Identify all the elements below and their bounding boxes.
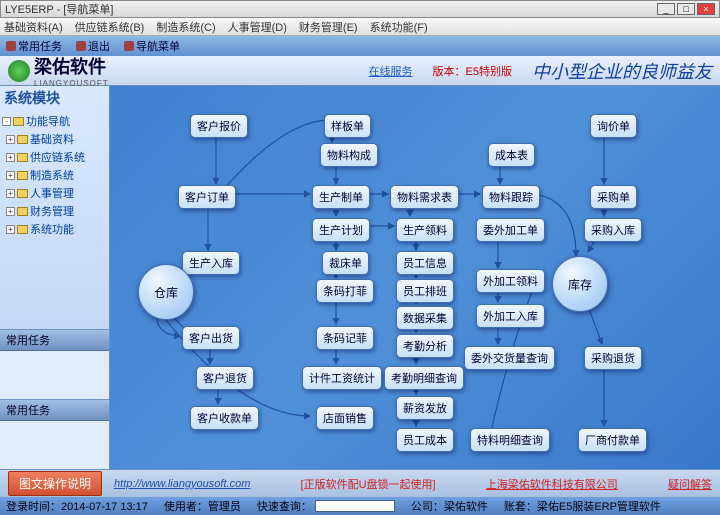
flow-node[interactable]: 店面销售: [316, 406, 374, 430]
flow-node[interactable]: 条码打菲: [316, 279, 374, 303]
flow-node[interactable]: 客户报价: [190, 114, 248, 138]
flow-node[interactable]: 物料构成: [320, 143, 378, 167]
flow-node[interactable]: 厂商付款单: [578, 428, 647, 452]
flowchart-canvas: 客户报价客户订单生产入库客户出货客户退货客户收款单 样板单物料构成生产制单生产计划…: [110, 86, 720, 469]
panel-header[interactable]: 常用任务: [0, 330, 109, 351]
faq-link[interactable]: 疑问解答: [668, 476, 712, 492]
flow-node[interactable]: 委外加工单: [476, 218, 545, 242]
flow-node[interactable]: 数据采集: [396, 306, 454, 330]
menu-item[interactable]: 制造系统(C): [156, 19, 215, 35]
flow-node[interactable]: 计件工资统计: [302, 366, 382, 390]
flow-node[interactable]: 外加工领料: [476, 269, 545, 293]
nav-tree: -功能导航+基础资料+供应链系统+制造系统+人事管理+财务管理+系统功能: [0, 110, 109, 329]
tree-node[interactable]: +财务管理: [2, 202, 107, 220]
flow-node[interactable]: 客户出货: [182, 326, 240, 350]
header-bar: 梁佑软件 LIANGYOUSOFT 在线服务 版本：E5特别版 中小型企业的良师…: [0, 56, 720, 86]
flow-node[interactable]: 客户退货: [196, 366, 254, 390]
flow-node[interactable]: 生产领料: [396, 218, 454, 242]
close-button[interactable]: ×: [697, 3, 715, 15]
flow-node[interactable]: 生产制单: [312, 185, 370, 209]
flow-node[interactable]: 客户收款单: [190, 406, 259, 430]
window-buttons: _ □ ×: [657, 3, 715, 15]
help-button[interactable]: 图文操作说明: [8, 471, 102, 496]
license-notice: [正版软件配U盘锁一起使用]: [301, 476, 436, 492]
minimize-button[interactable]: _: [657, 3, 675, 15]
online-service-link[interactable]: 在线服务: [369, 63, 413, 79]
flow-circle[interactable]: 仓库: [138, 264, 194, 320]
brand-name: 梁佑软件: [34, 53, 109, 79]
flow-node[interactable]: 物料跟踪: [482, 185, 540, 209]
menu-item[interactable]: 财务管理(E): [299, 19, 358, 35]
flow-node[interactable]: 物料需求表: [390, 185, 459, 209]
tree-node[interactable]: -功能导航: [2, 112, 107, 130]
flow-node[interactable]: 客户订单: [178, 185, 236, 209]
toolbar-item[interactable]: 退出: [76, 38, 110, 54]
account-set: 梁佑E5服装ERP管理软件: [537, 501, 661, 513]
tree-node[interactable]: +供应链系统: [2, 148, 107, 166]
flow-node[interactable]: 员工成本: [396, 428, 454, 452]
footer: 图文操作说明 http://www.liangyousoft.com [正版软件…: [0, 469, 720, 515]
tree-node[interactable]: +基础资料: [2, 130, 107, 148]
sidebar: 系统模块 -功能导航+基础资料+供应链系统+制造系统+人事管理+财务管理+系统功…: [0, 86, 110, 469]
company-link[interactable]: 上海梁佑软件科技有限公司: [486, 476, 618, 492]
quick-search-input[interactable]: [315, 500, 395, 512]
side-panel-1: 常用任务: [0, 329, 109, 399]
maximize-button[interactable]: □: [677, 3, 695, 15]
version-label: 版本：E5特别版: [433, 63, 512, 79]
menubar: 基础资料(A) 供应链系统(B) 制造系统(C) 人事管理(D) 财务管理(E) 系统功能…: [0, 18, 720, 36]
flow-node[interactable]: 样板单: [324, 114, 371, 138]
flow-node[interactable]: 特料明细查询: [470, 428, 550, 452]
flow-node[interactable]: 外加工入库: [476, 304, 545, 328]
logo-icon: [8, 60, 30, 82]
toolbar-item[interactable]: 导航菜单: [124, 38, 180, 54]
login-time: 2014-07-17 13:17: [61, 501, 148, 513]
flow-node[interactable]: 成本表: [488, 143, 535, 167]
flow-node[interactable]: 条码记菲: [316, 326, 374, 350]
menu-item[interactable]: 供应链系统(B): [75, 19, 145, 35]
flow-node[interactable]: 员工信息: [396, 251, 454, 275]
flow-circle[interactable]: 库存: [552, 256, 608, 312]
tree-node[interactable]: +系统功能: [2, 220, 107, 238]
panel-header[interactable]: 常用任务: [0, 400, 109, 421]
flow-node[interactable]: 委外交货量查询: [464, 346, 555, 370]
status-bar: 登录时间：2014-07-17 13:17 使用者：管理员 快速查询： 公司：梁…: [0, 497, 720, 515]
flow-node[interactable]: 询价单: [590, 114, 637, 138]
company-name: 梁佑软件: [444, 501, 488, 513]
tree-node[interactable]: +人事管理: [2, 184, 107, 202]
flow-node[interactable]: 考勤分析: [396, 334, 454, 358]
flow-node[interactable]: 员工排班: [396, 279, 454, 303]
window-title: LYE5ERP - [导航菜单]: [5, 1, 113, 17]
flow-node[interactable]: 裁床单: [322, 251, 369, 275]
slogan: 中小型企业的良师益友: [532, 58, 712, 84]
flow-node[interactable]: 采购退货: [584, 346, 642, 370]
body: 系统模块 -功能导航+基础资料+供应链系统+制造系统+人事管理+财务管理+系统功…: [0, 86, 720, 469]
menu-item[interactable]: 基础资料(A): [4, 19, 63, 35]
side-panel-2: 常用任务: [0, 399, 109, 469]
toolbar-item[interactable]: 常用任务: [6, 38, 62, 54]
sidebar-title: 系统模块: [0, 86, 109, 110]
flow-node[interactable]: 采购入库: [584, 218, 642, 242]
website-link[interactable]: http://www.liangyousoft.com: [114, 478, 250, 490]
tree-node[interactable]: +制造系统: [2, 166, 107, 184]
flow-node[interactable]: 生产入库: [182, 251, 240, 275]
menu-item[interactable]: 人事管理(D): [228, 19, 287, 35]
titlebar: LYE5ERP - [导航菜单] _ □ ×: [0, 0, 720, 18]
logo: 梁佑软件 LIANGYOUSOFT: [8, 53, 109, 88]
flow-node[interactable]: 生产计划: [312, 218, 370, 242]
flow-node[interactable]: 考勤明细查询: [384, 366, 464, 390]
footer-bar-1: 图文操作说明 http://www.liangyousoft.com [正版软件…: [0, 469, 720, 497]
flow-node[interactable]: 采购单: [590, 185, 637, 209]
current-user: 管理员: [208, 501, 241, 513]
menu-item[interactable]: 系统功能(F): [370, 19, 428, 35]
flow-node[interactable]: 薪资发放: [396, 396, 454, 420]
